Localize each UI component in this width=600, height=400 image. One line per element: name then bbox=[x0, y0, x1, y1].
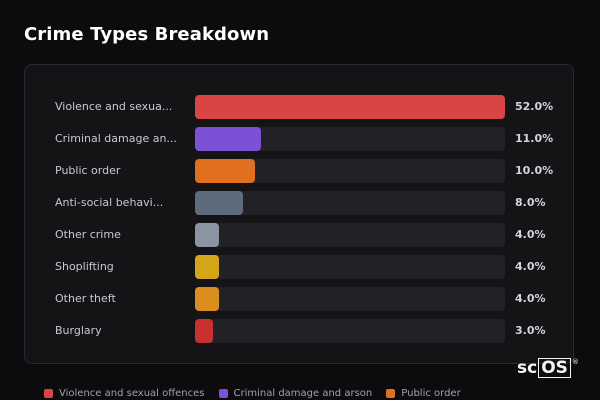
bar[interactable] bbox=[195, 191, 243, 215]
bar-category-label: Burglary bbox=[55, 324, 102, 337]
bar-track bbox=[195, 319, 505, 343]
bar-category-label: Violence and sexua... bbox=[55, 100, 173, 113]
bar-track bbox=[195, 159, 505, 183]
bar-value-label: 11.0% bbox=[515, 132, 554, 145]
bar[interactable] bbox=[195, 159, 255, 183]
legend-item[interactable]: Criminal damage and arson bbox=[218, 387, 373, 399]
bar-track bbox=[195, 287, 505, 311]
bar[interactable] bbox=[195, 287, 219, 311]
scos-logo: sc OS ® bbox=[517, 358, 579, 378]
bar[interactable] bbox=[195, 255, 219, 279]
bar-track bbox=[195, 255, 505, 279]
bar[interactable] bbox=[195, 127, 261, 151]
bar-value-label: 10.0% bbox=[515, 164, 554, 177]
legend-item[interactable]: Violence and sexual offences bbox=[44, 388, 205, 399]
bar[interactable] bbox=[195, 319, 213, 343]
bar-track bbox=[195, 223, 505, 247]
chart-panel: Violence and sexua... 52.0% Criminal damag… bbox=[24, 64, 574, 364]
legend-item[interactable]: Public order bbox=[386, 387, 461, 399]
bar-category-label: Criminal damage an... bbox=[55, 132, 177, 145]
legend-label: Public order bbox=[401, 387, 461, 399]
bar-category-label: Public order bbox=[55, 164, 121, 177]
bar-category-label: Shoplifting bbox=[55, 260, 114, 273]
logo-registered-mark: ® bbox=[571, 358, 579, 366]
bar-row: Other crime 4.0% bbox=[25, 223, 575, 247]
bar-value-label: 4.0% bbox=[515, 292, 546, 305]
bar-row: Anti-social behavi... 8.0% bbox=[25, 191, 575, 215]
bar-row: Other theft 4.0% bbox=[25, 287, 575, 311]
bar-row: Criminal damage an... 11.0% bbox=[25, 127, 575, 151]
legend-swatch bbox=[44, 388, 53, 398]
bar-track bbox=[195, 127, 505, 151]
bar-track bbox=[195, 95, 505, 119]
bar-value-label: 8.0% bbox=[515, 196, 546, 209]
bar-row: Shoplifting 4.0% bbox=[25, 255, 575, 279]
bar-value-label: 4.0% bbox=[515, 228, 546, 241]
bar-track bbox=[195, 191, 505, 215]
bar-row: Public order 10.0% bbox=[25, 159, 575, 183]
bar-row: Burglary 3.0% bbox=[25, 319, 575, 343]
bar[interactable] bbox=[195, 223, 219, 247]
logo-text-left: sc bbox=[517, 358, 538, 378]
bar-category-label: Other theft bbox=[55, 292, 116, 305]
legend-label: Violence and sexual offences bbox=[59, 387, 205, 399]
logo-text-box: OS bbox=[538, 358, 571, 378]
legend-swatch bbox=[218, 388, 228, 398]
bar-category-label: Other crime bbox=[55, 228, 121, 241]
bar-value-label: 3.0% bbox=[515, 324, 546, 337]
bar[interactable] bbox=[195, 95, 505, 119]
chart-title: Crime Types Breakdown bbox=[24, 24, 270, 45]
bar-value-label: 52.0% bbox=[515, 100, 554, 113]
bar-value-label: 4.0% bbox=[515, 260, 546, 273]
legend-swatch bbox=[386, 388, 396, 398]
bar-row: Violence and sexua... 52.0% bbox=[25, 95, 575, 119]
chart-legend: Violence and sexual offences Criminal dam… bbox=[44, 386, 461, 400]
bar-category-label: Anti-social behavi... bbox=[55, 196, 164, 209]
legend-label: Criminal damage and arson bbox=[233, 387, 373, 399]
